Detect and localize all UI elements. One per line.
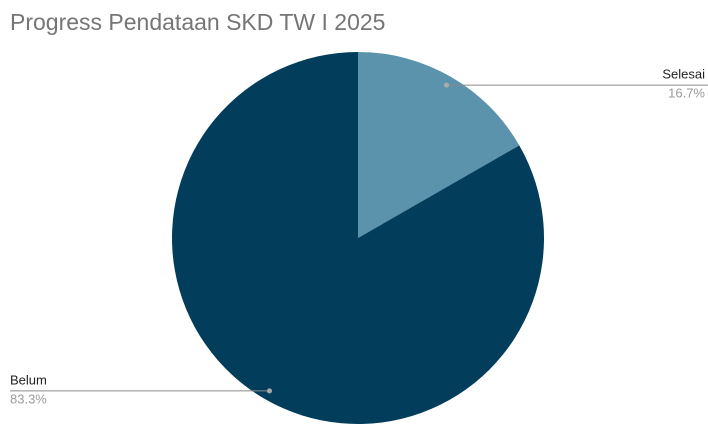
pie-slice <box>172 52 544 424</box>
leader-dot <box>444 82 450 88</box>
slice-label: Belum <box>10 372 47 387</box>
slice-value-label: 16.7% <box>668 86 705 101</box>
slice-label: Selesai <box>662 67 705 82</box>
pie-slice <box>358 52 520 238</box>
chart-title: Progress Pendataan SKD TW I 2025 <box>10 9 385 35</box>
leader-dot <box>266 388 272 394</box>
slice-value-label: 83.3% <box>10 391 47 406</box>
